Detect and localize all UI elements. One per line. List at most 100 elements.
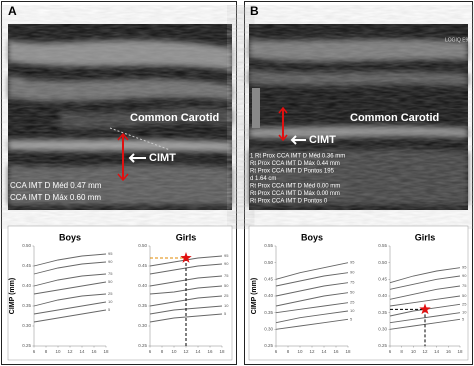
percentile-curve [275, 310, 349, 324]
percentile-curve [275, 282, 349, 297]
chart-frame [7, 225, 233, 361]
x-tick-label: 10 [297, 349, 303, 354]
chart-title: Boys [301, 232, 323, 242]
measurement-marker [180, 252, 192, 263]
x-tick-label: 14 [434, 349, 440, 354]
x-tick-label: 8 [287, 349, 290, 354]
y-tick-label: 0.25 [378, 343, 387, 348]
percentile-curve [275, 302, 349, 314]
x-tick-label: 18 [103, 349, 109, 354]
percentile-curve [389, 275, 461, 290]
percentile-label: 10 [108, 299, 113, 304]
image-label: Common Carotid [130, 112, 219, 124]
y-tick-label: 0.50 [378, 260, 387, 265]
y-tick-label: 0.25 [22, 343, 31, 348]
y-tick-label: 0.55 [264, 243, 273, 248]
percentile-label: 50 [350, 290, 355, 295]
percentile-label: 75 [224, 273, 229, 278]
x-tick-label: 16 [207, 349, 213, 354]
y-tick-label: 0.35 [264, 310, 273, 315]
percentile-curve [33, 293, 107, 307]
chart-title: Boys [59, 232, 81, 242]
x-tick-label: 16 [333, 349, 339, 354]
panel-label: A [8, 4, 17, 18]
x-tick-label: 14 [79, 349, 85, 354]
x-tick-label: 6 [33, 349, 36, 354]
percentile-curve [389, 312, 461, 324]
y-tick-label: 0.45 [22, 263, 31, 268]
percentile-curve [33, 309, 107, 323]
percentile-curve [275, 318, 349, 330]
measurement: Rt Prox CCA IMT D Pontos 195 [250, 169, 335, 175]
x-tick-label: 10 [411, 349, 417, 354]
x-tick-label: 8 [45, 349, 48, 354]
measurement-marker [419, 303, 431, 315]
percentile-curve [275, 292, 349, 307]
x-tick-label: 16 [91, 349, 97, 354]
percentile-label: 5 [108, 307, 111, 312]
x-tick-label: 10 [55, 349, 61, 354]
percentile-label: 90 [224, 261, 229, 266]
percentile-label: 75 [108, 271, 113, 276]
percentile-curve [33, 261, 107, 275]
percentile-label: 5 [462, 316, 465, 321]
x-tick-label: 14 [195, 349, 201, 354]
x-tick-label: 12 [183, 349, 189, 354]
chart-frame [248, 225, 469, 361]
percentile-label: 95 [224, 253, 229, 258]
image-label: Common Carotid [350, 112, 439, 124]
x-tick-label: 10 [171, 349, 177, 354]
percentile-curve [33, 301, 107, 315]
percentile-label: 90 [462, 273, 467, 278]
x-tick-label: 18 [345, 349, 351, 354]
ultrasound-image [249, 24, 468, 210]
percentile-curve [275, 272, 349, 287]
x-tick-label: 6 [275, 349, 278, 354]
percentile-label: 95 [108, 251, 113, 256]
y-tick-label: 0.35 [138, 303, 147, 308]
measurement: d 1.64 cm [250, 176, 276, 182]
y-tick-label: 0.25 [138, 343, 147, 348]
percentile-label: 50 [462, 293, 467, 298]
percentile-curve [389, 285, 461, 300]
ultrasound-image [8, 24, 232, 210]
y-tick-label: 0.40 [378, 293, 387, 298]
measurement: Rt Prox CCA IMT D Pontos 0 [250, 199, 328, 205]
y-axis-label: CIMP (mm) [251, 278, 258, 314]
percentile-curve [33, 281, 107, 295]
y-tick-label: 0.30 [138, 323, 147, 328]
percentile-label: 50 [224, 283, 229, 288]
y-tick-label: 0.55 [378, 243, 387, 248]
measurement: Rt Prox CCA IMT D Máx 0.00 mm [250, 191, 340, 197]
x-tick-label: 14 [321, 349, 327, 354]
percentile-curve [33, 273, 107, 287]
percentile-label: 75 [350, 280, 355, 285]
y-tick-label: 0.45 [138, 263, 147, 268]
percentile-curve [149, 313, 223, 323]
y-tick-label: 0.50 [22, 243, 31, 248]
x-tick-label: 16 [446, 349, 452, 354]
percentile-label: 10 [224, 303, 229, 308]
y-tick-label: 0.25 [264, 343, 273, 348]
y-tick-label: 0.50 [264, 260, 273, 265]
percentile-curve [33, 253, 107, 267]
measurement: CCA IMT D Máx 0.60 mm [10, 193, 101, 202]
panel-label: B [250, 4, 259, 18]
y-tick-label: 0.45 [264, 277, 273, 282]
y-tick-label: 0.40 [22, 283, 31, 288]
percentile-curve [275, 262, 349, 280]
measurement: Rt Prox CCA IMT D Máx 0.44 mm [250, 161, 340, 167]
y-tick-label: 0.30 [378, 327, 387, 332]
image-label: CIMT [309, 134, 336, 146]
percentile-label: 50 [108, 279, 113, 284]
measurement: CCA IMT D Méd 0.47 mm [10, 181, 102, 190]
image-label: CIMT [149, 152, 176, 164]
percentile-label: 90 [108, 259, 113, 264]
percentile-label: 10 [350, 308, 355, 313]
percentile-label: 5 [350, 316, 353, 321]
percentile-label: 25 [108, 291, 113, 296]
percentile-label: 95 [462, 265, 467, 270]
x-tick-label: 8 [161, 349, 164, 354]
y-axis-label: CIMP (mm) [9, 278, 16, 314]
